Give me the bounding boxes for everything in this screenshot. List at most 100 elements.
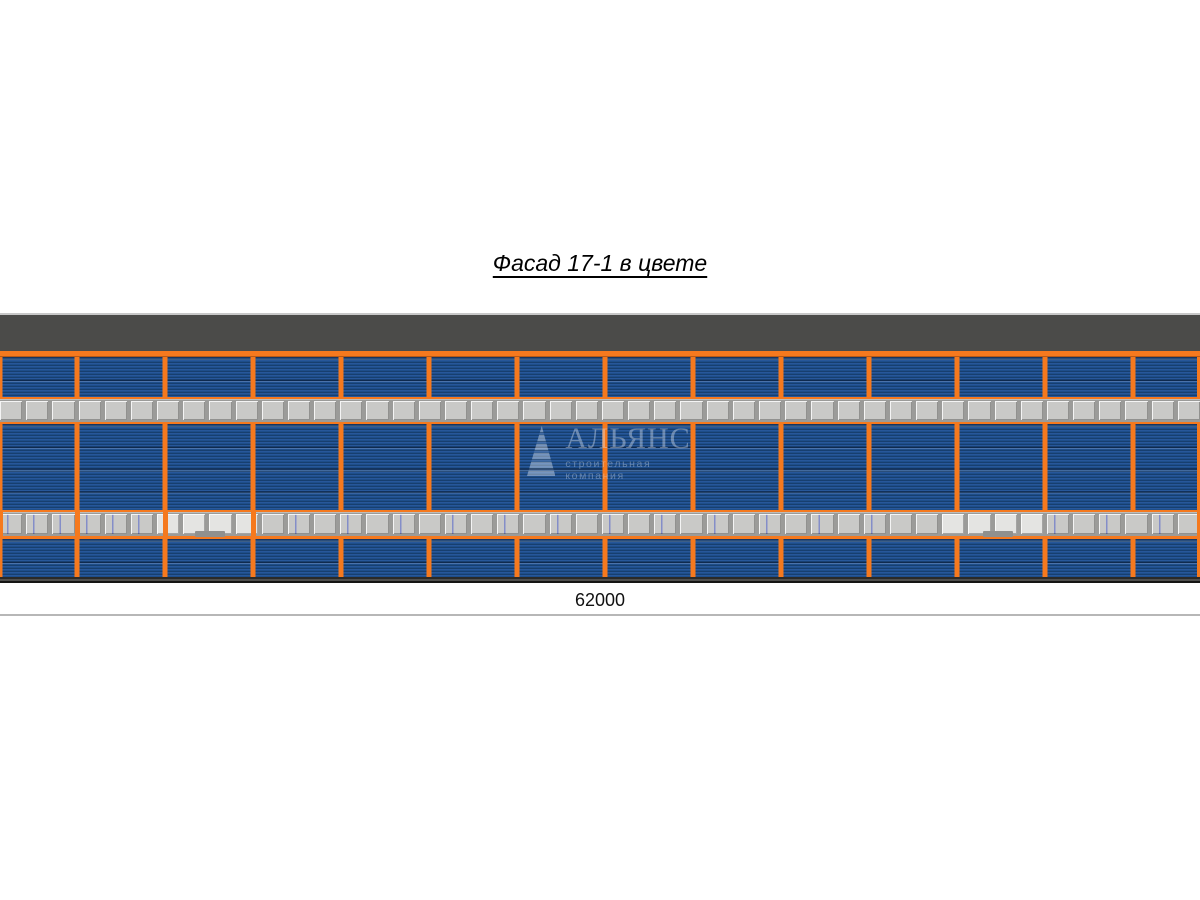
window-cell (523, 514, 546, 535)
window-cell (1046, 514, 1070, 535)
facade-axis-post (162, 510, 168, 540)
coping-edge-line (0, 313, 1200, 315)
window-cell (392, 401, 415, 420)
window-cell (549, 514, 572, 535)
window-band-lower (0, 510, 1200, 540)
window-cell (968, 514, 991, 535)
window-cell (497, 401, 520, 420)
window-cell (366, 514, 389, 535)
window-cell (0, 514, 23, 535)
window-cell (0, 401, 23, 420)
window-cell (994, 514, 1017, 535)
window-cell (654, 514, 677, 535)
window-cell (680, 514, 703, 535)
band-trim-line (0, 510, 1200, 513)
window-cell (340, 514, 363, 535)
dimension-label: 62000 (574, 590, 626, 610)
dimension-line (0, 614, 1200, 616)
window-cell (1046, 401, 1070, 420)
window-cell (444, 514, 468, 535)
window-cell (732, 514, 755, 535)
window-cell (758, 514, 782, 535)
sill-vent (195, 531, 225, 538)
window-cell (575, 514, 598, 535)
window-cell (706, 514, 729, 535)
band-trim-line (0, 536, 1200, 540)
window-cell (523, 401, 546, 420)
window-cell (811, 401, 834, 420)
window-cell (863, 401, 886, 420)
window-cell (366, 401, 389, 420)
window-cell (157, 514, 180, 535)
window-cell (601, 514, 625, 535)
panel-row-upper (0, 356, 1200, 398)
window-cell (1151, 401, 1174, 420)
window-cell (392, 514, 415, 535)
window-cell (52, 401, 75, 420)
window-cell (889, 514, 913, 535)
window-cell (758, 401, 782, 420)
window-cell (549, 401, 572, 420)
window-cell (1125, 401, 1148, 420)
window-cell (1020, 514, 1043, 535)
window-cell (889, 401, 913, 420)
window-cell (706, 401, 729, 420)
window-cell (183, 401, 206, 420)
facade-title: Фасад 17-1 в цвете (492, 250, 708, 276)
facade-axis-post (250, 510, 256, 540)
window-cell (732, 401, 755, 420)
sill-vent (983, 531, 1013, 538)
window-cell (157, 401, 180, 420)
window-cell (340, 401, 363, 420)
window-cell (811, 514, 834, 535)
window-cell (471, 401, 494, 420)
window-cell (287, 514, 311, 535)
window-cell (942, 514, 965, 535)
window-cell (209, 401, 232, 420)
band-trim-line (0, 397, 1200, 400)
band-trim-line (0, 421, 1200, 424)
window-cell (1020, 401, 1043, 420)
window-cell (785, 401, 808, 420)
window-cell (104, 514, 127, 535)
window-cell (104, 401, 127, 420)
window-cell (26, 401, 49, 420)
window-cell (418, 514, 441, 535)
window-cell (942, 401, 965, 420)
window-cell (680, 401, 703, 420)
plinth-band (0, 577, 1200, 583)
window-cell (130, 401, 154, 420)
window-cell (863, 514, 886, 535)
window-cell (628, 401, 651, 420)
window-cell (130, 514, 154, 535)
window-cell (78, 514, 101, 535)
window-cell (235, 401, 258, 420)
window-cell (497, 514, 520, 535)
parapet-band (0, 314, 1200, 351)
window-cell (916, 514, 939, 535)
window-cell (78, 401, 101, 420)
panel-row-middle (0, 423, 1200, 511)
window-cell (287, 401, 311, 420)
window-cell (26, 514, 49, 535)
window-cell (261, 401, 284, 420)
window-cell (471, 514, 494, 535)
window-cell (444, 401, 468, 420)
window-cell (628, 514, 651, 535)
window-cell (1177, 401, 1200, 420)
facade-axis-post (1197, 510, 1200, 540)
window-cell (1073, 514, 1096, 535)
window-cell (1099, 401, 1122, 420)
window-cell (418, 401, 441, 420)
window-cell (837, 401, 860, 420)
window-cell (1125, 514, 1148, 535)
window-cell (183, 514, 206, 535)
window-cell (654, 401, 677, 420)
window-cell (314, 514, 337, 535)
panel-row-bottom (0, 539, 1200, 578)
fascia-stripe (0, 350, 1200, 357)
window-band-upper (0, 399, 1200, 422)
window-cell (1177, 514, 1200, 535)
facade-drawing (0, 313, 1200, 583)
window-cell (1151, 514, 1174, 535)
